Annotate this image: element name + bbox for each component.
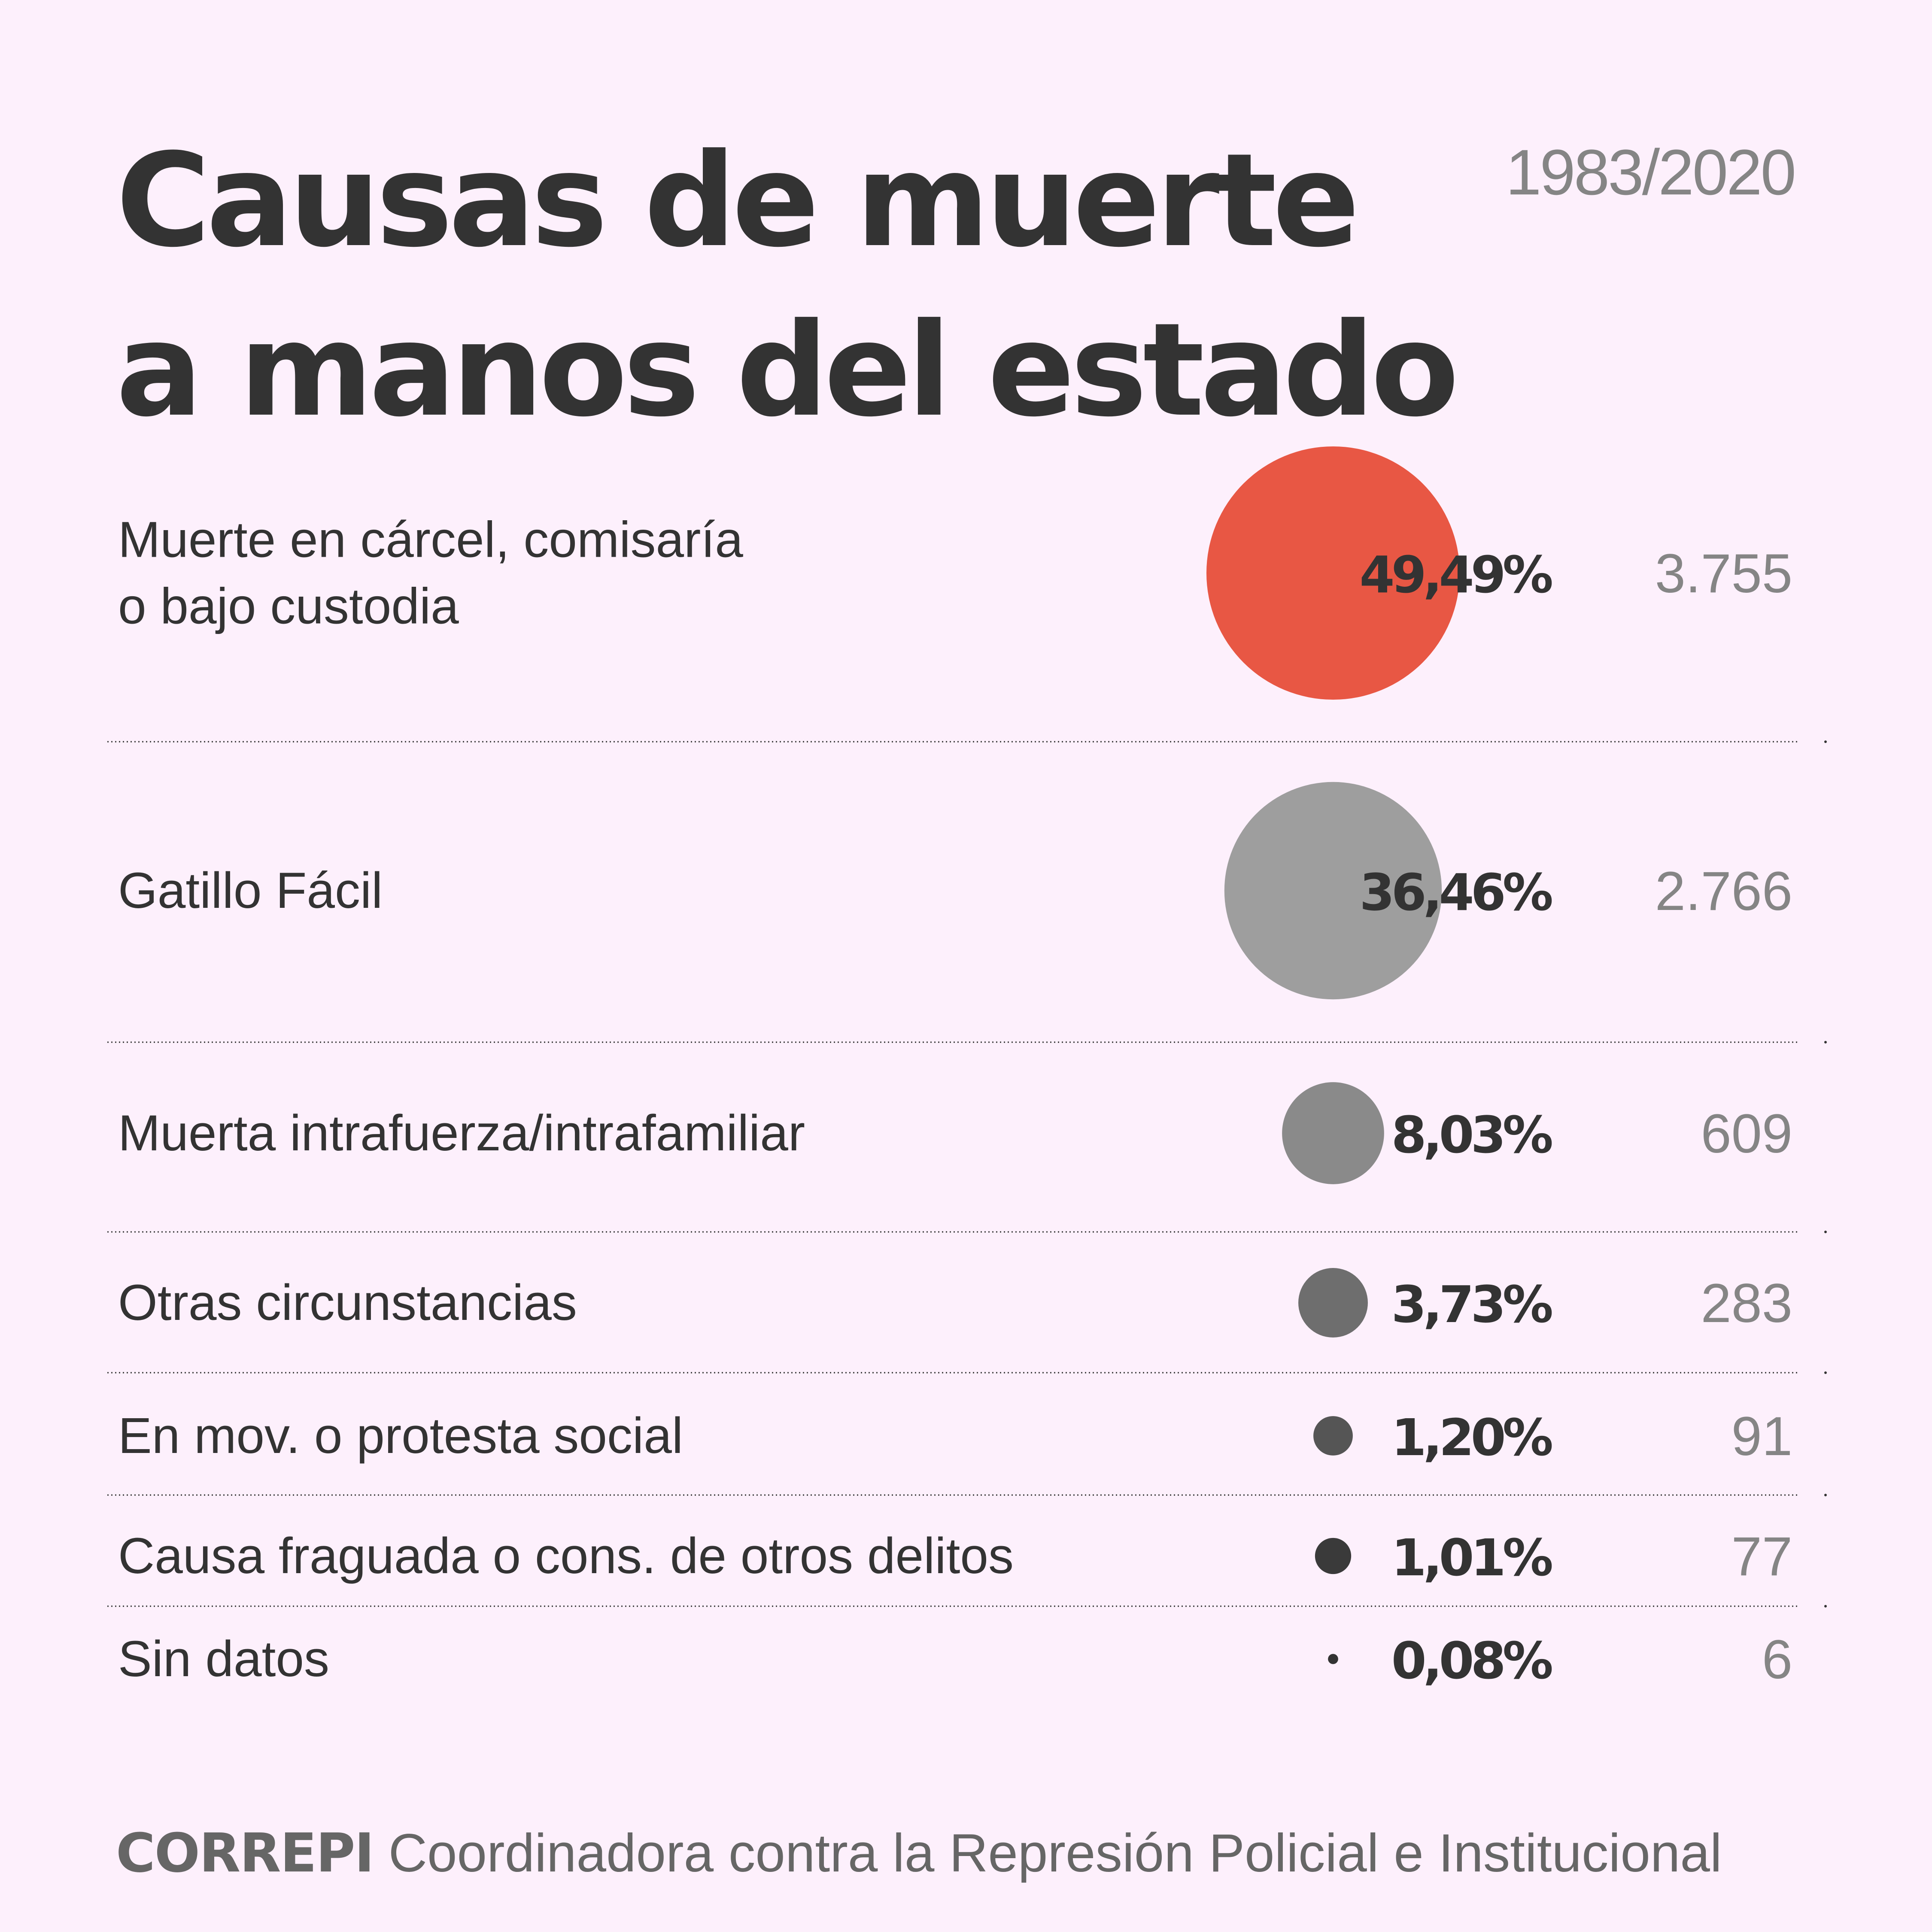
percent-label: 49,49% [1360, 545, 1552, 604]
row-label: Muerte en cárcel, comisaría [118, 512, 743, 568]
percent-label: 8,03% [1391, 1105, 1552, 1165]
row-label: Otras circunstancias [118, 1274, 577, 1331]
bubble-7 [1328, 1654, 1338, 1664]
footer-credit: CORREPI Coordinadora contra la Represión… [116, 1822, 1722, 1884]
title-line-2: a manos del estado [116, 295, 1459, 445]
percent-label: 36,46% [1360, 863, 1552, 922]
row-label: Muerta intrafuerza/intrafamiliar [118, 1105, 805, 1162]
row-divider-tick [1824, 740, 1827, 743]
row-divider-tick [1824, 1231, 1827, 1233]
footer-organization: Coordinadora contra la Represión Policia… [388, 1823, 1722, 1883]
percent-label: 0,08% [1391, 1631, 1552, 1690]
count-label: 91 [1732, 1406, 1792, 1467]
period-label: 1983/2020 [1505, 136, 1796, 208]
percent-label: 3,73% [1391, 1275, 1552, 1334]
row-label: En mov. o protesta social [118, 1407, 683, 1464]
count-label: 6 [1762, 1629, 1792, 1690]
row-divider-tick [1824, 1371, 1827, 1374]
row-divider-tick [1824, 1494, 1827, 1496]
bubble-4 [1298, 1268, 1368, 1338]
percent-label: 1,20% [1391, 1408, 1552, 1467]
count-label: 609 [1701, 1103, 1792, 1165]
row-label: Causa fraguada o cons. de otros delitos [118, 1528, 1014, 1584]
count-label: 283 [1701, 1273, 1792, 1334]
bubble-3 [1282, 1082, 1384, 1184]
row-divider-tick [1824, 1605, 1827, 1607]
title-line-1: Causas de muerte [116, 126, 1360, 276]
row-label: o bajo custodia [118, 578, 459, 635]
footer-brand: CORREPI [116, 1822, 374, 1884]
count-label: 77 [1732, 1526, 1792, 1587]
row-label: Sin datos [118, 1631, 329, 1687]
bubble-1 [1206, 446, 1460, 700]
bubble-6 [1315, 1538, 1352, 1574]
percent-label: 1,01% [1391, 1528, 1552, 1587]
bubble-5 [1313, 1416, 1353, 1456]
row-label: Gatillo Fácil [118, 862, 383, 919]
count-label: 3.755 [1655, 543, 1792, 604]
chart-title: Causas de muerte a manos del estado [116, 116, 1459, 455]
bubble-2 [1224, 782, 1442, 1000]
row-divider-tick [1824, 1041, 1827, 1043]
count-label: 2.766 [1655, 861, 1792, 922]
